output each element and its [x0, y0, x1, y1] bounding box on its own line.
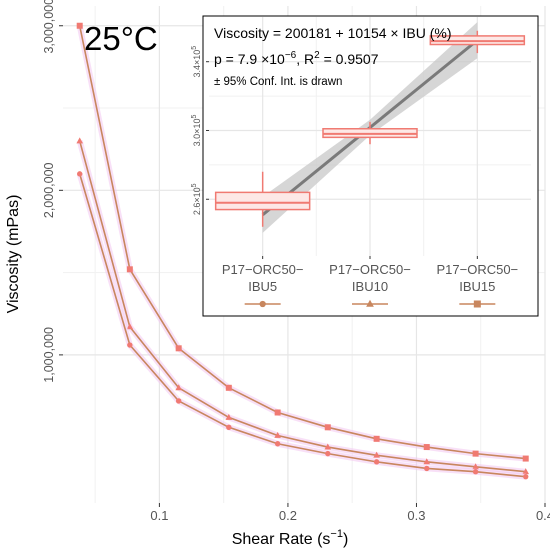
series-line [78, 140, 526, 473]
inset-plot: 2.6×105 3.0×105 3.4×105 P17−ORC50− IBU5 P17−O… [191, 15, 539, 317]
legend-marker-circle [259, 300, 266, 308]
data-point [472, 463, 479, 470]
data-point [226, 424, 232, 430]
series-circle [76, 171, 529, 480]
data-point [225, 413, 233, 420]
data-point [373, 451, 380, 458]
regression-stats: p = 7.9 ×10−6, R2 = 0.9507 [214, 50, 379, 67]
data-point [324, 443, 332, 450]
series-triangle [76, 137, 530, 475]
data-point [373, 435, 380, 442]
data-point [77, 171, 83, 177]
series-line [78, 25, 526, 460]
data-point [324, 424, 331, 431]
data-point [325, 450, 331, 457]
data-point [522, 468, 530, 475]
data-point [274, 431, 281, 438]
data-point [225, 384, 232, 391]
axes: 0.1 0.2 0.3 0.4 1,000,000 2,000,000 3,000,000 [42, 0, 550, 523]
data-point [76, 137, 84, 144]
legend-marker-square [473, 300, 481, 308]
data-point [127, 342, 133, 348]
chart-title: 25°C [84, 20, 158, 57]
data-point [424, 465, 430, 472]
ci-note: ± 95% Conf. Int. is drawn [214, 76, 342, 88]
data-point [523, 473, 529, 480]
series-square [76, 22, 529, 462]
data-point [423, 444, 430, 451]
box-ibu15 [429, 30, 526, 54]
x-tick-label: 0.1 [150, 508, 168, 523]
legend-marker-triangle [366, 299, 374, 307]
y-tick-label: 3,000,000 [42, 0, 56, 54]
y-tick-label: 2,000,000 [42, 162, 56, 218]
data-point [274, 409, 281, 416]
data-point [373, 459, 380, 465]
inset-y-tick-label: 3.4×105 [191, 46, 202, 78]
inset-x-label-line2: IBU10 [352, 279, 388, 294]
data-point [126, 323, 134, 330]
box [214, 191, 311, 211]
x-tick-label: 0.3 [407, 508, 425, 523]
regression-equation: Viscosity = 200181 + 10154 × IBU (%) [214, 25, 452, 41]
x-tick-label: 0.2 [279, 508, 297, 523]
y-axis-label: Viscosity (mPas) [5, 195, 22, 314]
inset-x-label-line1: P17−ORC50− [329, 262, 411, 277]
x-axis-label: Shear Rate (s−1) [232, 528, 349, 548]
inset-x-label-line2: IBU5 [248, 279, 277, 294]
data-point [175, 384, 182, 391]
data-point [175, 345, 182, 352]
box-ibu5 [214, 171, 311, 227]
data-point [522, 455, 529, 462]
data-point [175, 398, 182, 404]
data-point [126, 266, 133, 273]
data-point [274, 441, 281, 447]
y-tick-label: 1,000,000 [42, 327, 56, 383]
data-point [472, 469, 479, 475]
inset-x-label-line1: P17−ORC50− [436, 262, 518, 277]
inset-y-tick-label: 3.0×105 [191, 115, 202, 147]
inset-x-label-line1: P17−ORC50− [222, 262, 304, 277]
x-tick-label: 0.4 [536, 508, 550, 523]
data-point [76, 22, 83, 29]
inset-y-tick-label: 2.6×105 [191, 183, 202, 215]
series-line [78, 173, 526, 478]
data-point [423, 458, 431, 465]
box-ibu10 [322, 121, 418, 145]
data-point [472, 450, 479, 457]
inset-x-label-line2: IBU15 [459, 279, 495, 294]
